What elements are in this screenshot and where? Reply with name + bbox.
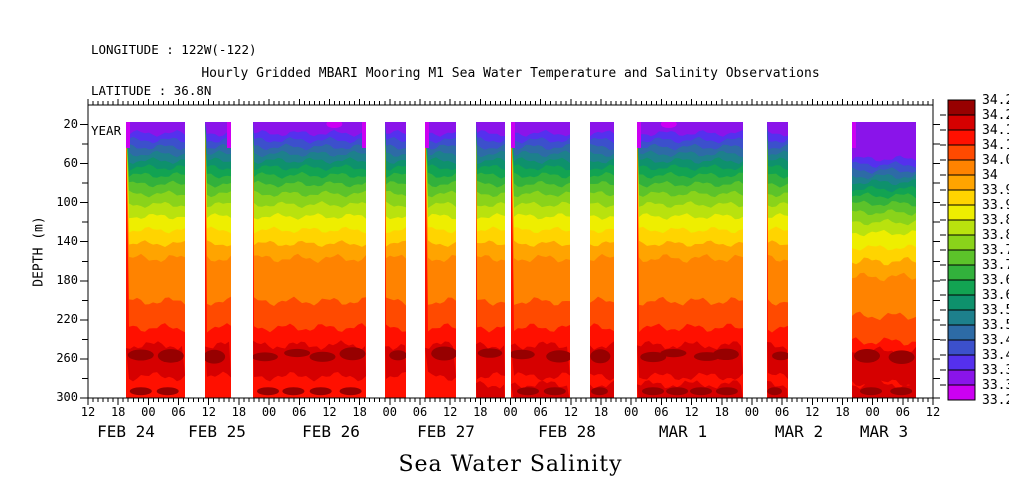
hour-tick-label: 06 bbox=[774, 405, 790, 419]
colorbar-tick-label: 33.7 bbox=[982, 258, 1009, 273]
hour-tick-label: 12 bbox=[805, 405, 820, 419]
hour-tick-label: 00 bbox=[382, 405, 397, 419]
hour-tick-label: 00 bbox=[261, 405, 277, 419]
colorbar-tick-label: 34.05 bbox=[982, 153, 1009, 168]
colorbar-tick-label: 34.25 bbox=[982, 93, 1009, 108]
hour-tick-label: 18 bbox=[110, 405, 126, 419]
hour-tick-label: 06 bbox=[533, 405, 548, 419]
hour-tick-label: 12 bbox=[80, 405, 96, 419]
colorbar-tick-label: 33.8 bbox=[982, 228, 1009, 243]
hour-tick-label: 18 bbox=[835, 405, 850, 419]
hour-tick-label: 00 bbox=[865, 405, 880, 419]
colorbar-tick-label: 33.4 bbox=[982, 348, 1009, 363]
hour-tick-label: 12 bbox=[322, 405, 337, 419]
depth-tick-label: 180 bbox=[56, 272, 78, 287]
plot-title: Hourly Gridded MBARI Mooring M1 Sea Wate… bbox=[201, 66, 820, 81]
colorbar-tick-label: 34.2 bbox=[982, 108, 1009, 123]
depth-tick-label: 100 bbox=[56, 194, 78, 209]
colorbar-tick-label: 34 bbox=[982, 168, 998, 183]
hour-tick-label: 00 bbox=[503, 405, 518, 419]
colorbar-tick-label: 33.9 bbox=[982, 198, 1009, 213]
hour-tick-label: 12 bbox=[925, 405, 941, 419]
colorbar-tick-label: 33.95 bbox=[982, 183, 1009, 198]
hour-tick-label: 00 bbox=[141, 405, 156, 419]
depth-tick-label: 140 bbox=[56, 233, 78, 248]
depth-tick-label: 260 bbox=[56, 350, 78, 365]
date-tick-label: FEB 27 bbox=[417, 422, 475, 441]
hour-tick-label: 12 bbox=[442, 405, 458, 419]
date-tick-label: FEB 25 bbox=[188, 422, 246, 441]
hour-tick-label: 06 bbox=[412, 405, 428, 419]
depth-tick-label: 300 bbox=[56, 390, 78, 404]
colorbar-tick-label: 33.3 bbox=[982, 378, 1009, 393]
hour-tick-label: 00 bbox=[623, 405, 639, 419]
date-tick-label: MAR 2 bbox=[774, 422, 824, 441]
depth-tick-label: 220 bbox=[56, 311, 78, 326]
date-tick-label: FEB 24 bbox=[97, 422, 155, 441]
colorbar-tick-label: 33.5 bbox=[982, 318, 1009, 333]
colorbar-tick-label: 33.75 bbox=[982, 243, 1009, 258]
hour-tick-label: 12 bbox=[684, 405, 699, 419]
date-tick-label: MAR 3 bbox=[859, 422, 909, 441]
hour-tick-label: 18 bbox=[714, 405, 729, 419]
colorbar-tick-label: 33.85 bbox=[982, 213, 1009, 228]
colorbar-tick-label: 33.35 bbox=[982, 363, 1009, 378]
depth-tick-label: 20 bbox=[63, 116, 78, 131]
hour-tick-label: 18 bbox=[231, 405, 247, 419]
hour-tick-label: 06 bbox=[654, 405, 669, 419]
hour-tick-label: 06 bbox=[292, 405, 307, 419]
hour-tick-label: 18 bbox=[593, 405, 609, 419]
date-tick-label: FEB 26 bbox=[302, 422, 360, 441]
date-tick-label: MAR 1 bbox=[658, 422, 708, 441]
hour-tick-label: 12 bbox=[201, 405, 216, 419]
hour-tick-label: 18 bbox=[473, 405, 488, 419]
longitude-label: LONGITUDE : 122W(-122) bbox=[91, 42, 257, 57]
colorbar-tick-label: 33.65 bbox=[982, 273, 1009, 288]
colorbar-tick-label: 33.45 bbox=[982, 333, 1009, 348]
hour-tick-label: 06 bbox=[171, 405, 186, 419]
hour-tick-label: 18 bbox=[352, 405, 367, 419]
colorbar-tick-label: 33.55 bbox=[982, 303, 1009, 318]
hour-tick-label: 12 bbox=[563, 405, 579, 419]
colorbar-tick-label: 33.6 bbox=[982, 288, 1009, 303]
hour-tick-label: 06 bbox=[895, 405, 911, 419]
colorbar-tick-label: 33.25 bbox=[982, 393, 1009, 408]
date-tick-label: FEB 28 bbox=[538, 422, 596, 441]
hour-tick-label: 00 bbox=[744, 405, 760, 419]
depth-tick-label: 60 bbox=[63, 155, 78, 170]
colorbar-tick-label: 34.15 bbox=[982, 123, 1009, 138]
latitude-label: LATITUDE : 36.8N bbox=[91, 82, 212, 98]
figure-caption: Sea Water Salinity bbox=[398, 452, 623, 477]
colorbar-tick-label: 34.1 bbox=[982, 138, 1009, 153]
